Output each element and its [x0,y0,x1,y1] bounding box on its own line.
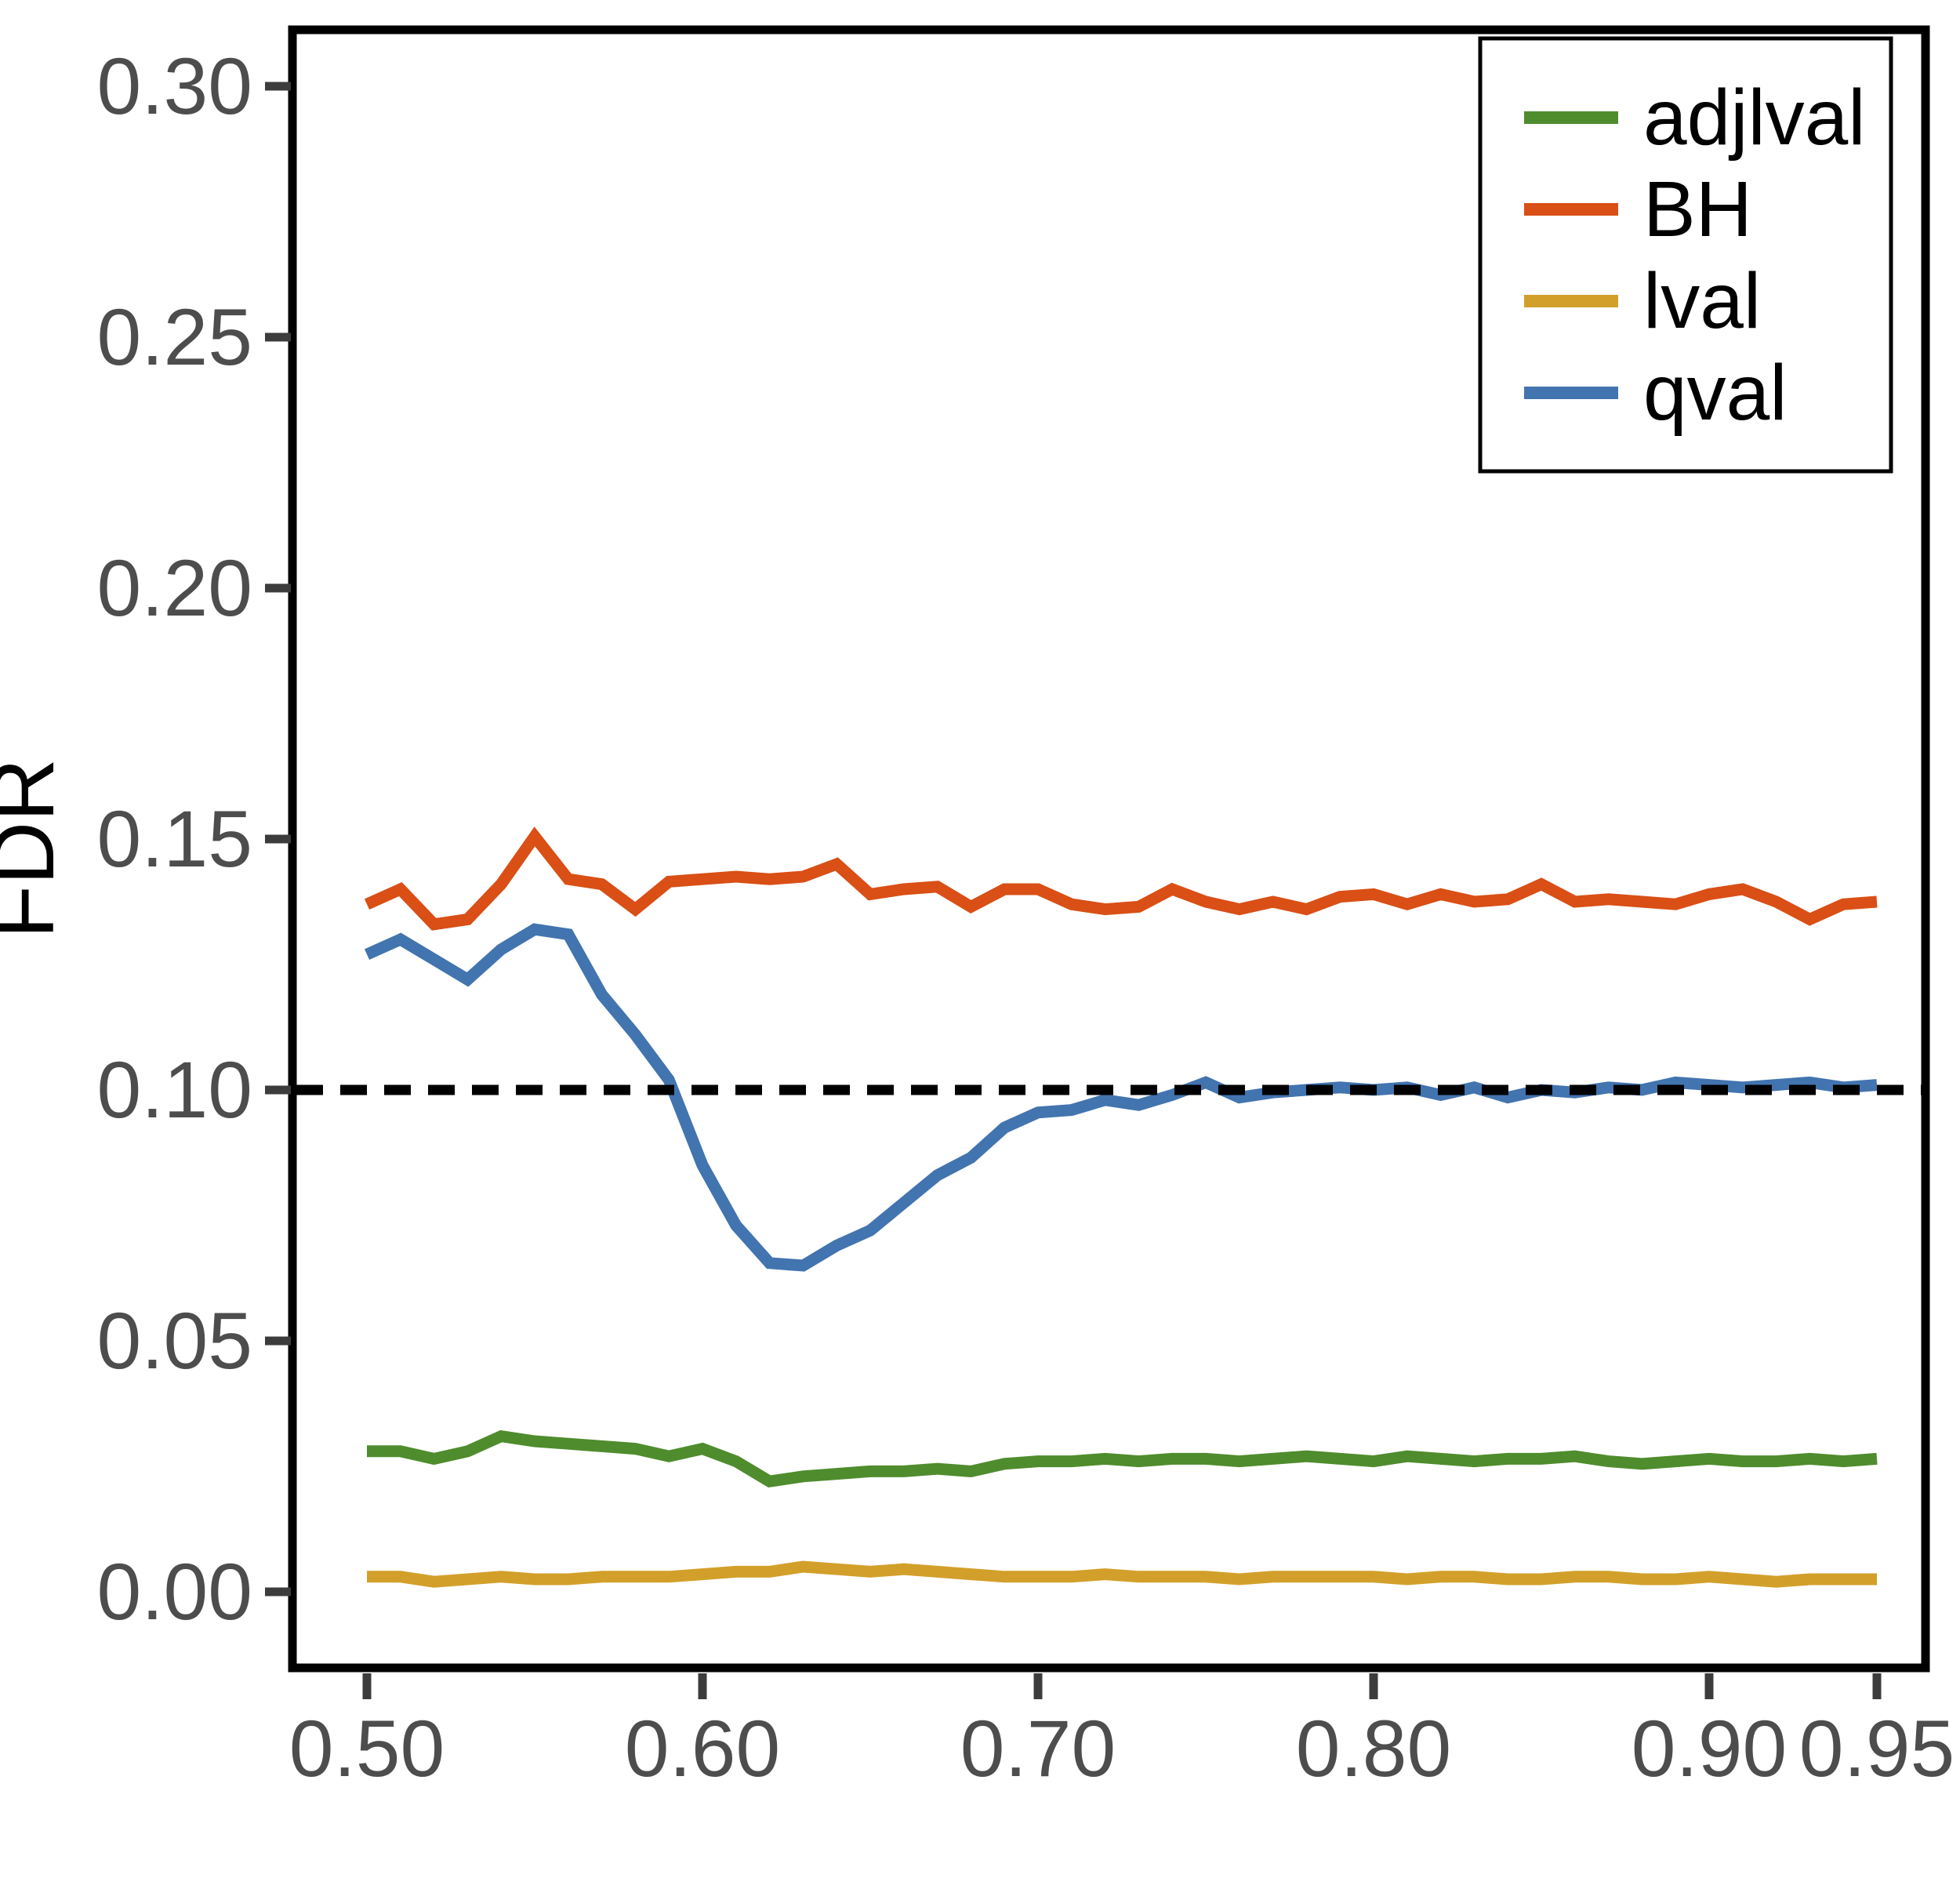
y-tick-label: 0.00 [96,1547,252,1636]
x-tick-label: 0.70 [960,1704,1116,1793]
legend-label-adjlval: adjlval [1643,74,1866,162]
series-lines [364,826,1878,1588]
x-tick-label: 0.80 [1296,1704,1452,1793]
series-line-qval [364,923,1878,1272]
series-line-BH [364,826,1878,931]
legend-label-qval: qval [1643,349,1787,437]
y-tick-label: 0.10 [96,1045,252,1135]
axes: 0.00 0.05 0.10 0.15 0.20 0.25 0.30 0.50 0.60 0.70… [96,42,1955,1793]
series-line-lval [367,1560,1877,1588]
x-tick-label: 0.95 [1799,1704,1955,1793]
x-tick-label: 0.90 [1632,1704,1788,1793]
y-tick-label: 0.25 [96,292,252,382]
y-tick-label: 0.30 [96,42,252,131]
legend-label-lval: lval [1643,257,1761,345]
x-tick-label: 0.60 [625,1704,781,1793]
y-tick-label: 0.20 [96,543,252,633]
series-line-adjlval [367,1429,1878,1488]
y-tick-label: 0.15 [96,794,252,884]
panel-border-rect [288,25,1930,1673]
y-axis-title: FDR [0,758,72,939]
plot-border [288,25,1930,1673]
legend-label-BH: BH [1643,165,1752,253]
x-tick-label: 0.50 [289,1704,445,1793]
y-tick-label: 0.05 [96,1296,252,1386]
